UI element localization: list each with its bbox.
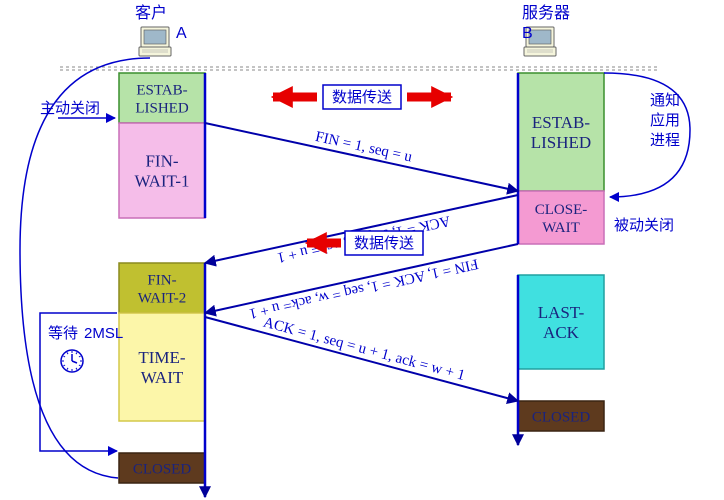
wait-label: 等待 [48,324,78,342]
passive-close-label: 被动关闭 [614,217,674,234]
active-close-label: 主动关闭 [40,100,100,117]
message-arrow-0 [205,123,518,191]
server-state-lastack-text: LAST- [538,303,585,322]
msl-label: 2MSL [84,325,123,342]
server-state-established-text: ESTAB- [532,113,590,132]
client-state-established-text: ESTAB- [136,82,187,98]
data-transfer-text-mid: 数据传送 [354,235,414,252]
notify-app-label: 通知 [650,92,680,109]
client-state-timewait-text: TIME- [138,348,186,367]
notify-app-label: 进程 [650,132,680,149]
client-state-finwait2-text: WAIT-2 [138,290,187,306]
message-arrow-3 [205,317,518,401]
client-label: 客户 [135,4,167,22]
server-state-lastack-text: ACK [543,323,580,342]
server-state-established-text: LISHED [531,133,591,152]
client-state-timewait-text: WAIT [141,368,184,387]
client-state-finwait1-text: WAIT-1 [134,171,189,190]
message-text-3: ACK = 1, seq = u + 1, ack = w + 1 [262,315,467,384]
server-state-closewait-text: WAIT [542,220,580,236]
server-state-closewait-text: CLOSE- [535,202,588,218]
notify-app-label: 应用 [650,111,680,129]
client-state-finwait1-text: FIN- [145,151,178,170]
client-state-closed-text: CLOSED [133,461,192,477]
server-label: 服务器 [522,4,570,22]
client-state-finwait2-text: FIN- [147,272,176,288]
server-state-closed-text: CLOSED [532,409,591,425]
data-transfer-text-top: 数据传送 [332,89,392,106]
client-id: A [176,25,187,42]
client-state-established-text: LISHED [135,100,188,116]
server-id: B [522,25,533,42]
message-text-0: FIN = 1, seq = u [314,129,414,166]
